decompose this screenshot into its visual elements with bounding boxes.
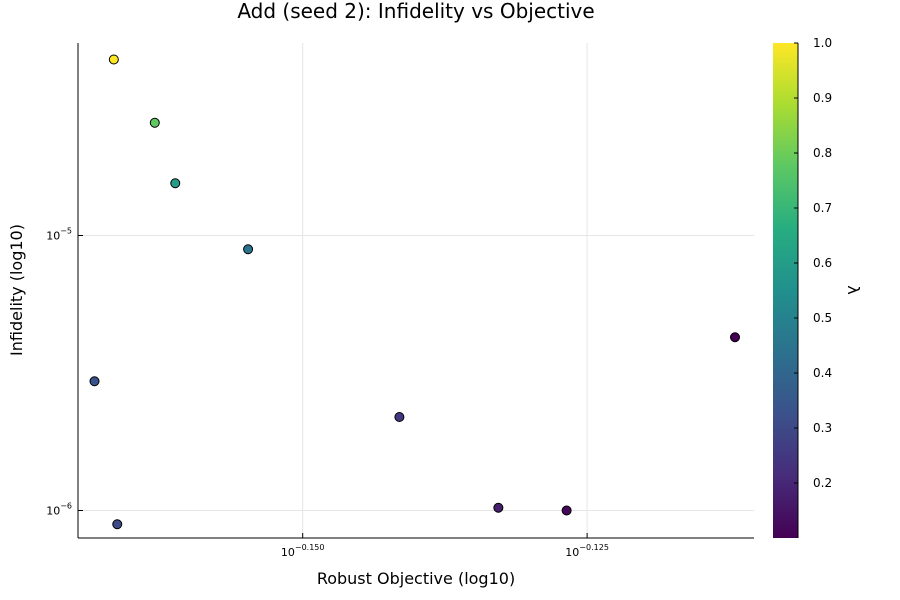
chart-title: Add (seed 2): Infidelity vs Objective — [237, 0, 594, 23]
colorbar-tick-label: 0.2 — [813, 476, 832, 490]
colorbar-tick-label: 0.4 — [813, 366, 832, 380]
y-tick-labels: 10−6 10−5 — [46, 227, 83, 518]
colorbar-tick-label: 0.8 — [813, 146, 832, 160]
y-tick-label: 10−5 — [46, 227, 72, 243]
data-point — [149, 117, 160, 128]
x-tick-labels: 10−0.150 10−0.125 — [281, 533, 609, 559]
colorbar-tick-labels: 0.2 0.3 0.4 0.5 0.6 0.7 0.8 0.9 1.0 — [794, 36, 832, 490]
grid-lines — [78, 43, 754, 538]
data-point — [493, 502, 504, 513]
data-point — [561, 505, 572, 516]
colorbar-tick-label: 1.0 — [813, 36, 832, 50]
colorbar-tick-label: 0.7 — [813, 201, 832, 215]
colorbar-tick-label: 0.5 — [813, 311, 832, 325]
colorbar-label: λ — [844, 285, 863, 294]
x-tick-label: 10−0.150 — [281, 543, 325, 559]
colorbar-tick-label: 0.3 — [813, 421, 832, 435]
data-point — [394, 412, 405, 422]
data-point — [112, 519, 123, 530]
y-axis-label: Infidelity (log10) — [7, 224, 26, 356]
colorbar — [773, 43, 798, 538]
y-tick-label: 10−6 — [46, 502, 72, 518]
data-point — [89, 376, 100, 387]
data-point — [170, 178, 181, 189]
x-axis-label: Robust Objective (log10) — [317, 569, 515, 588]
colorbar-tick-label: 0.9 — [813, 91, 832, 105]
data-point — [730, 332, 741, 343]
data-point — [108, 54, 119, 65]
data-point — [243, 244, 254, 255]
colorbar-tick-label: 0.6 — [813, 256, 832, 270]
x-tick-label: 10−0.125 — [565, 543, 609, 559]
data-points — [89, 54, 741, 530]
